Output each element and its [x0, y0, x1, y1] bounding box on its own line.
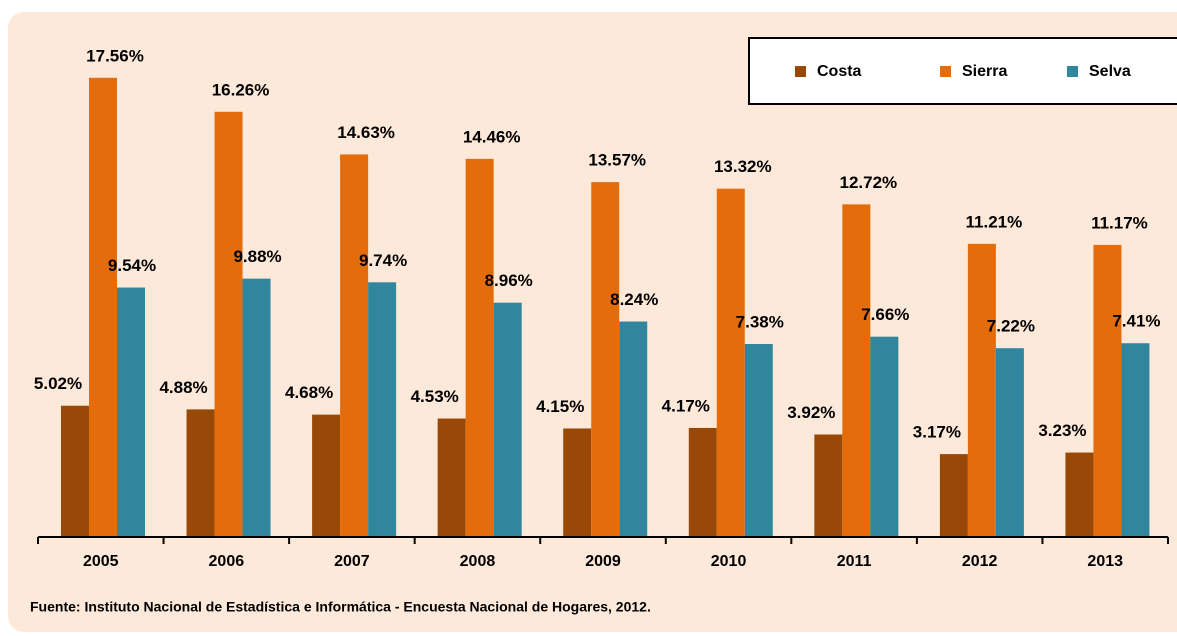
value-label: 3.92% [787, 403, 835, 422]
value-label: 14.63% [337, 123, 395, 142]
bar [312, 414, 341, 537]
value-label: 4.15% [536, 397, 584, 416]
bar [1093, 244, 1122, 538]
bar [619, 321, 648, 537]
bar [493, 302, 522, 537]
x-tick-label: 2010 [711, 553, 747, 570]
x-tick-label: 2009 [585, 553, 621, 570]
bar [465, 158, 494, 537]
bar [563, 428, 592, 537]
value-label: 7.22% [987, 317, 1035, 336]
value-label: 14.46% [463, 127, 521, 146]
source-note: Fuente: Instituto Nacional de Estadístic… [30, 599, 651, 615]
bar [870, 336, 899, 537]
value-label: 8.96% [485, 271, 533, 290]
bar [242, 278, 271, 537]
value-label: 4.53% [411, 387, 459, 406]
bar [688, 427, 717, 537]
value-label: 12.72% [839, 173, 897, 192]
value-label: 4.68% [285, 383, 333, 402]
x-tick-label: 2011 [837, 553, 872, 570]
bar [967, 243, 996, 537]
bar [368, 282, 397, 537]
bar [186, 409, 215, 537]
x-tick-label: 2007 [334, 553, 370, 570]
x-tick-label: 2013 [1087, 553, 1123, 570]
value-label: 7.41% [1112, 312, 1160, 331]
value-label: 9.74% [359, 251, 407, 270]
bar [591, 182, 620, 537]
legend-swatch [1067, 66, 1078, 77]
value-label: 4.17% [662, 396, 710, 415]
value-label: 13.32% [714, 157, 772, 176]
legend-swatch [795, 66, 806, 77]
x-tick-label: 2008 [460, 553, 496, 570]
bar [340, 154, 369, 537]
bar [1065, 452, 1094, 537]
bar [814, 434, 843, 537]
bar [1121, 343, 1150, 537]
value-label: 13.57% [588, 151, 646, 170]
value-label: 11.21% [966, 212, 1023, 231]
bar [995, 348, 1024, 537]
bar [214, 111, 243, 538]
value-label: 17.56% [86, 46, 144, 65]
value-label: 3.17% [913, 423, 961, 442]
legend-label: Sierra [962, 63, 1007, 80]
bar [842, 204, 871, 537]
x-tick-label: 2012 [962, 553, 998, 570]
bar [939, 454, 968, 537]
bar [117, 287, 145, 537]
x-tick-label: 2006 [209, 553, 245, 570]
value-label: 4.88% [159, 378, 207, 397]
value-label: 8.24% [610, 290, 658, 309]
value-label: 5.02% [34, 374, 82, 393]
legend-label: Costa [817, 63, 862, 80]
value-label: 9.54% [108, 256, 156, 275]
value-label: 7.66% [861, 305, 909, 324]
bar [61, 405, 89, 537]
value-label: 3.23% [1038, 421, 1086, 440]
bar [437, 418, 466, 537]
legend-box [748, 37, 1177, 105]
legend-swatch [940, 66, 951, 77]
value-label: 11.17% [1091, 213, 1148, 232]
legend-label: Selva [1089, 63, 1131, 80]
bar [89, 77, 117, 537]
value-label: 9.88% [233, 247, 281, 266]
bar [744, 344, 773, 537]
bar [716, 188, 745, 537]
x-tick-label: 2005 [83, 553, 119, 570]
value-label: 7.38% [736, 312, 784, 331]
value-label: 16.26% [212, 80, 270, 99]
